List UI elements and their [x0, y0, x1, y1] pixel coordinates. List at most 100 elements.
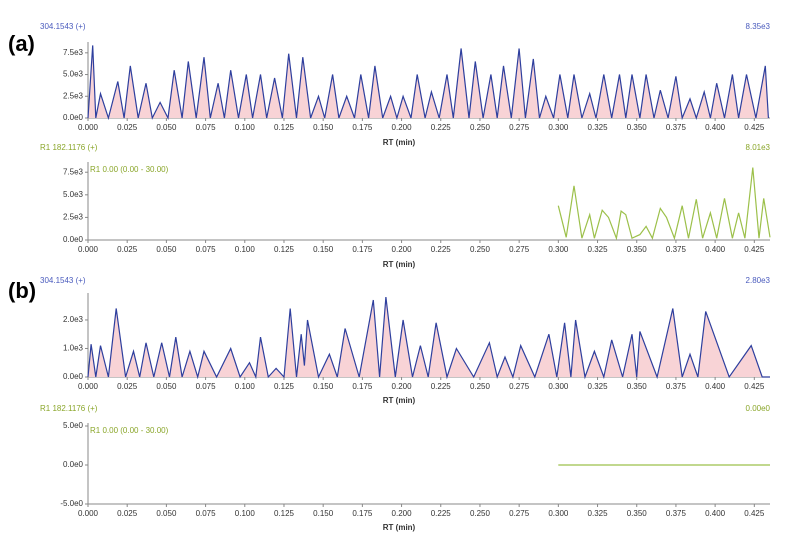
x-axis-label: RT (min) — [383, 260, 416, 269]
x-tick-label: 0.125 — [274, 509, 295, 518]
x-tick-label: 0.375 — [666, 123, 687, 132]
x-tick-label: 0.325 — [588, 509, 609, 518]
x-tick-label: 0.275 — [509, 509, 530, 518]
trace-title: R1 182.1176 (+) — [40, 143, 98, 152]
x-tick-label: 0.275 — [509, 382, 530, 391]
y-tick-label: 0.0e0 — [63, 113, 84, 122]
x-tick-label: 0.100 — [235, 509, 256, 518]
x-tick-label: 0.125 — [274, 382, 295, 391]
y-tick-label: 1.0e3 — [63, 344, 84, 353]
y-tick-label: 2.5e3 — [63, 213, 84, 222]
x-tick-label: 0.275 — [509, 123, 530, 132]
x-tick-label: 0.100 — [235, 123, 256, 132]
max-intensity: 2.80e3 — [746, 276, 771, 285]
x-tick-label: 0.375 — [666, 245, 687, 254]
x-tick-label: 0.000 — [78, 123, 99, 132]
x-tick-label: 0.350 — [627, 382, 648, 391]
x-tick-label: 0.250 — [470, 382, 491, 391]
x-tick-label: 0.150 — [313, 245, 334, 254]
x-tick-label: 0.175 — [352, 123, 373, 132]
x-tick-label: 0.350 — [627, 245, 648, 254]
x-tick-label: 0.100 — [235, 245, 256, 254]
x-axis-label: RT (min) — [383, 523, 416, 532]
y-tick-label: 0.0e0 — [63, 235, 84, 244]
x-tick-label: 0.425 — [744, 382, 765, 391]
x-tick-label: 0.250 — [470, 509, 491, 518]
x-tick-label: 0.300 — [548, 245, 569, 254]
x-tick-label: 0.125 — [274, 245, 295, 254]
x-tick-label: 0.225 — [431, 245, 452, 254]
x-tick-label: 0.175 — [352, 382, 373, 391]
x-tick-label: 0.200 — [392, 245, 413, 254]
x-tick-label: 0.025 — [117, 123, 138, 132]
x-tick-label: 0.225 — [431, 509, 452, 518]
y-tick-label: 2.5e3 — [63, 91, 84, 100]
trace-line — [87, 45, 769, 121]
x-tick-label: 0.175 — [352, 509, 373, 518]
x-tick-label: 0.275 — [509, 245, 530, 254]
y-tick-label: 5.0e3 — [63, 70, 84, 79]
x-tick-label: 0.075 — [196, 245, 217, 254]
x-tick-label: 0.050 — [156, 245, 177, 254]
trace-title: 304.1543 (+) — [40, 276, 86, 285]
y-tick-label: 0.0e0 — [63, 460, 84, 469]
x-tick-label: 0.425 — [744, 245, 765, 254]
x-tick-label: 0.000 — [78, 382, 99, 391]
x-tick-label: 0.400 — [705, 245, 726, 254]
x-tick-label: 0.250 — [470, 123, 491, 132]
max-intensity: 8.35e3 — [746, 22, 771, 31]
x-tick-label: 0.000 — [78, 509, 99, 518]
x-tick-label: 0.125 — [274, 123, 295, 132]
x-tick-label: 0.000 — [78, 245, 99, 254]
peak-fill — [88, 45, 769, 118]
x-tick-label: 0.050 — [156, 382, 177, 391]
panel-label: (b) — [8, 278, 36, 303]
x-axis-label: RT (min) — [383, 138, 416, 147]
x-axis-label: RT (min) — [383, 396, 416, 405]
y-tick-label: 7.5e3 — [63, 167, 84, 176]
trace-line — [87, 297, 770, 380]
x-tick-label: 0.025 — [117, 382, 138, 391]
x-tick-label: 0.050 — [156, 509, 177, 518]
x-tick-label: 0.350 — [627, 123, 648, 132]
y-tick-label: 0.0e0 — [63, 372, 84, 381]
x-tick-label: 0.150 — [313, 509, 334, 518]
x-tick-label: 0.300 — [548, 509, 569, 518]
y-tick-label: -5.0e0 — [60, 499, 83, 508]
x-tick-label: 0.300 — [548, 123, 569, 132]
x-tick-label: 0.075 — [196, 509, 217, 518]
x-tick-label: 0.425 — [744, 123, 765, 132]
x-tick-label: 0.025 — [117, 509, 138, 518]
x-tick-label: 0.400 — [705, 382, 726, 391]
x-tick-label: 0.350 — [627, 509, 648, 518]
x-tick-label: 0.150 — [313, 123, 334, 132]
panel-label: (a) — [8, 31, 35, 56]
trace-title: R1 182.1176 (+) — [40, 404, 98, 413]
x-tick-label: 0.100 — [235, 382, 256, 391]
x-tick-label: 0.075 — [196, 382, 217, 391]
x-tick-label: 0.375 — [666, 509, 687, 518]
y-tick-label: 5.0e0 — [63, 421, 84, 430]
max-intensity: 8.01e3 — [746, 143, 771, 152]
x-tick-label: 0.225 — [431, 123, 452, 132]
x-tick-label: 0.425 — [744, 509, 765, 518]
max-intensity: 0.00e0 — [746, 404, 771, 413]
x-tick-label: 0.375 — [666, 382, 687, 391]
x-tick-label: 0.300 — [548, 382, 569, 391]
x-tick-label: 0.225 — [431, 382, 452, 391]
x-tick-label: 0.325 — [588, 382, 609, 391]
y-tick-label: 2.0e3 — [63, 315, 84, 324]
x-tick-label: 0.200 — [392, 123, 413, 132]
x-tick-label: 0.325 — [588, 123, 609, 132]
y-tick-label: 5.0e3 — [63, 190, 84, 199]
x-tick-label: 0.400 — [705, 509, 726, 518]
x-tick-label: 0.175 — [352, 245, 373, 254]
x-tick-label: 0.400 — [705, 123, 726, 132]
x-tick-label: 0.150 — [313, 382, 334, 391]
x-tick-label: 0.075 — [196, 123, 217, 132]
x-tick-label: 0.025 — [117, 245, 138, 254]
trace-title: 304.1543 (+) — [40, 22, 86, 31]
x-tick-label: 0.200 — [392, 509, 413, 518]
